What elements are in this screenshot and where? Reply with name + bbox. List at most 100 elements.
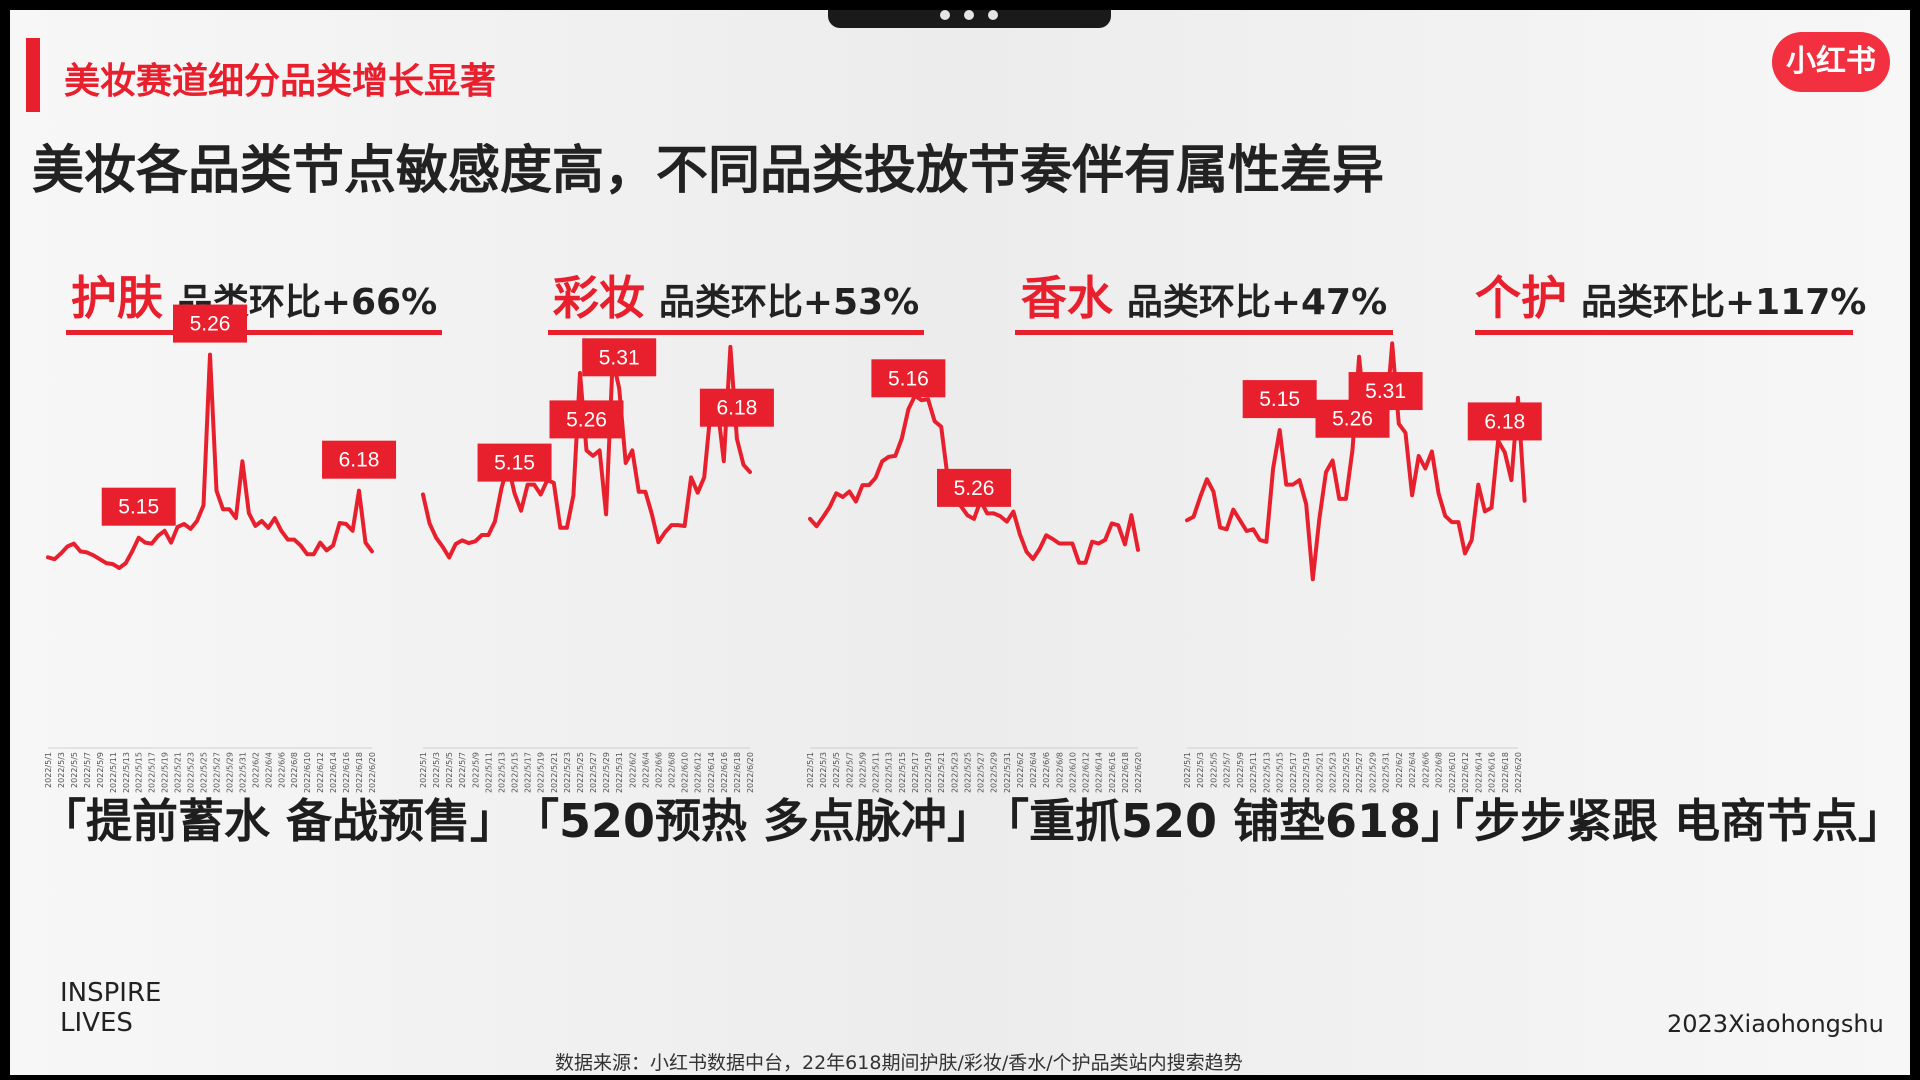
slogan-personal-care: 「步步紧跟 电商节点」 — [1428, 794, 1905, 848]
x-tick-label: 2022/5/15 — [135, 752, 144, 793]
data-point — [1116, 523, 1120, 527]
x-tick-label: 2022/6/2 — [1395, 752, 1404, 788]
x-tick-label: 2022/5/11 — [872, 752, 881, 793]
data-point — [1211, 490, 1215, 494]
data-point — [117, 566, 121, 570]
x-tick-label: 2022/5/3 — [819, 752, 828, 788]
data-point — [364, 541, 368, 545]
data-point — [143, 541, 147, 545]
data-point — [98, 557, 102, 561]
data-point — [565, 526, 569, 530]
data-point — [1523, 499, 1527, 503]
x-tick-label: 2022/6/16 — [720, 752, 729, 793]
data-point — [552, 481, 556, 485]
slogan-perfume: 「重抓520 铺垫618」 — [983, 794, 1468, 848]
category-growth: 品类环比+47% — [1126, 282, 1388, 323]
data-point — [1463, 551, 1467, 555]
data-point — [253, 524, 257, 528]
data-point — [260, 519, 264, 523]
x-tick-label: 2022/5/5 — [832, 752, 841, 788]
data-point — [65, 545, 69, 548]
x-tick-label: 2022/5/19 — [161, 752, 170, 793]
x-tick-label: 2022/5/13 — [1262, 752, 1271, 793]
x-tick-label: 2022/5/25 — [200, 752, 209, 793]
data-point — [1038, 547, 1042, 551]
x-tick-label: 2022/6/14 — [707, 752, 716, 793]
slogan-skincare: 「提前蓄水 备战预售」 — [40, 794, 517, 848]
data-point — [617, 386, 621, 390]
x-tick-label: 2022/6/16 — [1488, 752, 1497, 793]
x-tick-label: 2022/5/13 — [885, 752, 894, 793]
data-point — [874, 476, 878, 480]
data-point — [598, 448, 602, 452]
chart-1: 5.15 5.26 6.18 2022/5/1 2022/5/3 2022/5/5 2022… — [44, 304, 397, 793]
annotation-box — [477, 443, 552, 482]
data-point — [1509, 478, 1513, 482]
data-point — [189, 527, 193, 531]
data-source: 数据来源：小红书数据中台，22年618期间护肤/彩妆/香水/个护品类站内搜索趋势 — [555, 1052, 1243, 1074]
annotation-text: 6.18 — [339, 449, 380, 472]
data-point — [650, 512, 654, 516]
data-point — [578, 371, 582, 375]
x-tick-label: 2022/5/5 — [1210, 752, 1219, 788]
annotation-label: 6.18 — [1467, 402, 1542, 441]
x-tick-label: 2022/6/12 — [1461, 752, 1470, 793]
x-tick-label: 2022/5/1 — [1183, 752, 1192, 788]
x-tick-label: 2022/6/16 — [342, 752, 351, 793]
data-point — [1344, 497, 1348, 501]
data-point — [208, 353, 212, 357]
x-tick-label: 2022/5/17 — [148, 752, 157, 793]
annotation-box — [937, 468, 1011, 507]
data-point — [234, 516, 238, 520]
data-point — [454, 542, 458, 546]
x-tick-label: 2022/6/8 — [1055, 752, 1064, 788]
data-point — [78, 549, 82, 553]
data-point — [493, 520, 497, 523]
data-point — [331, 544, 335, 548]
annotation-label: 5.16 — [871, 359, 946, 398]
data-point — [992, 511, 996, 515]
x-tick-label: 2022/5/31 — [238, 752, 247, 793]
x-tick-label: 2022/5/19 — [1302, 752, 1311, 793]
data-point — [111, 562, 115, 566]
brand-line-1: INSPIRE — [60, 978, 162, 1008]
data-point — [1284, 483, 1288, 487]
x-tick-label: 2022/5/9 — [96, 752, 105, 788]
data-point — [624, 461, 628, 465]
x-tick-label: 2022/6/10 — [1068, 752, 1077, 793]
data-point — [965, 513, 969, 517]
data-point — [1331, 458, 1335, 462]
data-point — [630, 448, 634, 452]
data-point — [670, 523, 674, 527]
x-tick-label: 2022/6/14 — [1474, 752, 1483, 793]
data-point — [1005, 520, 1009, 524]
data-point — [1437, 492, 1441, 496]
data-point — [312, 552, 316, 556]
x-tick-label: 2022/5/31 — [1003, 752, 1012, 793]
data-point — [344, 522, 348, 526]
data-point — [728, 345, 732, 349]
x-tick-label: 2022/5/9 — [1236, 752, 1245, 788]
data-point — [1516, 396, 1520, 400]
window-control-bar[interactable] — [828, 10, 1111, 28]
data-point — [1278, 428, 1282, 432]
x-tick-label: 2022/6/2 — [628, 752, 637, 788]
data-point — [1483, 509, 1487, 513]
x-tick-label: 2022/6/2 — [1016, 752, 1025, 788]
data-point — [499, 486, 503, 490]
trend-charts: 5.15 5.26 6.18 2022/5/1 2022/5/3 2022/5/5 2022… — [44, 304, 1542, 793]
data-point — [1490, 506, 1494, 510]
x-tick-label: 2022/5/29 — [1368, 752, 1377, 793]
data-point — [532, 483, 536, 487]
category-name: 香水 — [1020, 271, 1113, 325]
x-tick-label: 2022/5/31 — [1382, 752, 1391, 793]
xiaohongshu-logo: 小红书 — [1772, 32, 1890, 92]
series-line — [421, 344, 752, 560]
data-point — [1018, 532, 1022, 536]
x-tick-label: 2022/5/23 — [187, 752, 196, 793]
x-tick-label: 2022/6/20 — [1134, 752, 1143, 793]
x-tick-label: 2022/5/25 — [1342, 752, 1351, 793]
category-growth: 品类环比+53% — [658, 282, 920, 323]
x-tick-label: 2022/6/10 — [303, 752, 312, 793]
data-point — [933, 419, 937, 423]
